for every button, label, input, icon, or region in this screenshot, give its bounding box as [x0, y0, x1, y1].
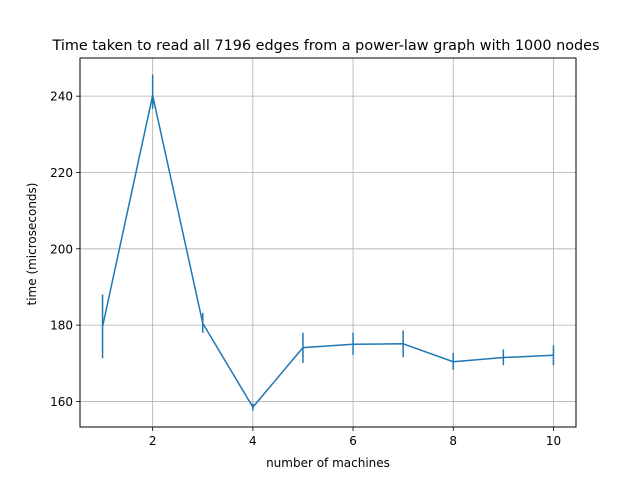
x-tick-label: 4	[249, 434, 257, 448]
y-tick-label: 220	[50, 166, 73, 180]
series-line	[101, 94, 554, 408]
y-tick-label: 240	[50, 90, 73, 104]
y-axis-label: time (microseconds)	[25, 183, 39, 306]
chart-title: Time taken to read all 7196 edges from a…	[51, 38, 599, 54]
x-tick-label: 2	[149, 434, 157, 448]
y-tick-label: 200	[50, 242, 73, 256]
x-tick-label: 8	[449, 434, 457, 448]
x-tick-label: 10	[546, 434, 561, 448]
y-tick-label: 180	[50, 319, 73, 333]
x-axis-label: number of machines	[266, 456, 390, 470]
ticks-group: 2 4 6 8 10 160 180 200 220 240	[50, 90, 561, 448]
y-tick-label: 160	[50, 395, 73, 409]
x-tick-label: 6	[349, 434, 357, 448]
series-group	[101, 74, 555, 411]
grid	[80, 58, 576, 427]
plot-frame	[79, 57, 577, 428]
